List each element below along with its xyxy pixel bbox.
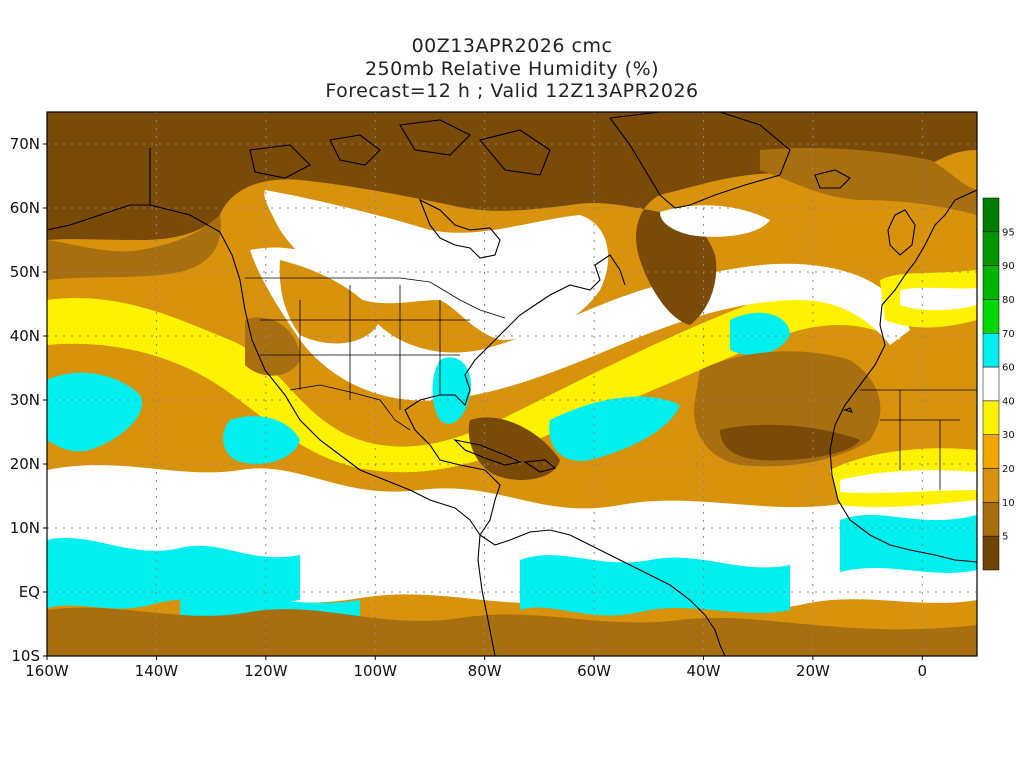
lon-label: 40W <box>687 662 721 680</box>
lat-label: 10S <box>11 647 40 665</box>
colorbar-swatch <box>982 265 1000 300</box>
field-white-atlantic <box>250 247 910 401</box>
coast-uk <box>887 209 916 256</box>
lat-label: 60N <box>10 199 40 217</box>
field-dark-brown-subtropical <box>720 424 860 461</box>
coast-na-west <box>149 148 481 536</box>
coastlines <box>47 112 977 656</box>
coast-hudson-bay <box>418 198 501 259</box>
colorbar-label: 10 <box>1002 498 1015 509</box>
field-cyan-mid-atlantic <box>730 312 790 355</box>
field-dark-brown-north <box>47 112 977 325</box>
coast-greenland <box>608 112 791 209</box>
field-orange-west-us <box>279 260 380 344</box>
lon-label: 160W <box>25 662 69 680</box>
coast-arctic-island-1 <box>329 134 381 166</box>
lon-label: 120W <box>244 662 288 680</box>
colorbar-swatch <box>982 434 1000 469</box>
lat-label: 10N <box>10 519 40 537</box>
field-dark-brown-caribbean <box>468 417 560 480</box>
borders <box>245 277 977 490</box>
field-cyan-africa <box>840 515 977 573</box>
lon-label: 60W <box>577 662 611 680</box>
coast-hispaniola <box>523 459 557 473</box>
field-white-south-greenland <box>660 205 770 237</box>
colorbar-label: 40 <box>1002 396 1015 407</box>
field-brown-california <box>245 317 300 376</box>
lon-label: 100W <box>354 662 398 680</box>
colorbar-label: 5 <box>1002 532 1008 543</box>
lon-label: 20W <box>796 662 830 680</box>
title-line-3: Forecast=12 h ; Valid 12Z13APR2026 <box>325 80 699 102</box>
field-white-africa <box>840 470 977 493</box>
colorbar-swatch <box>982 197 1000 233</box>
colorbar-swatch <box>982 333 1000 368</box>
border-africa <box>860 389 977 490</box>
coast-alaska <box>47 204 150 231</box>
field-white-europe <box>900 287 977 311</box>
lat-label: EQ <box>19 583 40 601</box>
lat-label: 40N <box>10 327 40 345</box>
colorbar-label: 95 <box>1002 227 1015 238</box>
border-us-states <box>260 285 470 410</box>
field-yellow-band <box>47 289 900 473</box>
field-brown-gulf-alaska <box>47 215 221 280</box>
coast-iceland <box>814 169 851 189</box>
longitude-axis: 160W 140W 120W 100W 80W 60W 40W 20W 0 <box>25 656 927 680</box>
colorbar-label: 70 <box>1002 329 1015 340</box>
field-cyan-mexico <box>223 416 300 464</box>
colorbar-swatch <box>982 366 1000 402</box>
colorbar-label: 60 <box>1002 363 1015 374</box>
coast-arctic-island-4 <box>249 144 311 179</box>
coast-na-east <box>404 254 626 536</box>
map-frame <box>46 111 978 657</box>
border-us-mexico <box>289 384 411 431</box>
field-cyan-southeast-us <box>432 357 471 424</box>
border-us-canada <box>245 277 506 319</box>
coast-europe-africa <box>829 189 977 563</box>
lon-label: 80W <box>468 662 502 680</box>
field-cyan-tropics-central <box>520 555 790 616</box>
coast-canaries <box>843 407 854 413</box>
coast-cuba <box>453 439 522 466</box>
coast-arctic-island-2 <box>399 119 471 156</box>
colorbar-label: 30 <box>1002 430 1015 441</box>
colorbar-label: 20 <box>1002 464 1015 475</box>
title-line-2: 250mb Relative Humidity (%) <box>364 58 660 80</box>
coast-south-america-west <box>477 534 496 656</box>
colorbar-swatch <box>982 535 1000 571</box>
lon-label: 140W <box>135 662 179 680</box>
colorbar-swatch <box>982 502 1000 537</box>
lon-label: 0 <box>918 662 928 680</box>
coast-arctic-island-3 <box>479 129 551 176</box>
field-cyan-tropics-west <box>47 537 300 609</box>
field-cyan-east-pacific <box>47 372 142 452</box>
lat-label: 50N <box>10 263 40 281</box>
colorbar-swatch <box>982 231 1000 266</box>
graticule <box>47 112 977 656</box>
coast-south-america-north <box>479 529 726 656</box>
colorbar-label: 80 <box>1002 295 1015 306</box>
lat-label: 30N <box>10 391 40 409</box>
colorbar-swatch <box>982 299 1000 334</box>
colorbar: 5 10 20 30 40 60 70 80 90 95 <box>982 197 1015 571</box>
colorbar-swatch <box>982 400 1000 435</box>
map-field <box>47 112 977 656</box>
lat-label: 70N <box>10 135 40 153</box>
colorbar-label: 90 <box>1002 261 1015 272</box>
field-white-north-america <box>264 190 609 340</box>
field-cyan-atlantic <box>549 396 680 461</box>
title-line-1: 00Z13APR2026 cmc <box>411 35 613 57</box>
latitude-axis: 70N 60N 50N 40N 30N 20N 10N EQ 10S <box>10 135 47 665</box>
field-brown-south <box>47 607 977 656</box>
lat-label: 20N <box>10 455 40 473</box>
field-brown-north-atlantic <box>760 148 977 215</box>
colorbar-swatch <box>982 468 1000 503</box>
